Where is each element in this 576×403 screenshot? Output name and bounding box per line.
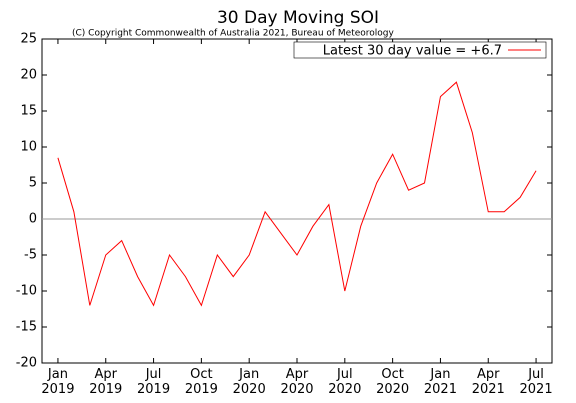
x-tick-label: Jul 2021 bbox=[519, 367, 553, 397]
x-tick-label: Jul 2020 bbox=[328, 367, 362, 397]
x-tick-label: Apr 2019 bbox=[89, 367, 123, 397]
y-tick-label: 20 bbox=[20, 68, 37, 83]
y-tick-label: 0 bbox=[29, 212, 37, 227]
y-tick-label: 15 bbox=[20, 104, 37, 119]
y-tick-label: 10 bbox=[20, 140, 37, 155]
y-tick-label: -5 bbox=[24, 248, 37, 263]
legend-box bbox=[293, 41, 547, 59]
y-tick-label: 5 bbox=[29, 176, 37, 191]
x-tick-label: Apr 2021 bbox=[471, 367, 505, 397]
legend-label: Latest 30 day value = +6.7 bbox=[323, 44, 502, 59]
y-tick-label: 25 bbox=[20, 32, 37, 47]
series-line bbox=[57, 81, 537, 307]
x-tick-label: Jan 2020 bbox=[232, 367, 266, 397]
x-tick-label: Apr 2020 bbox=[280, 367, 314, 397]
y-tick-label: -15 bbox=[16, 320, 37, 335]
x-tick-label: Jan 2019 bbox=[41, 367, 75, 397]
chart-subtitle: (C) Copyright Commonwealth of Australia … bbox=[72, 29, 395, 39]
x-tick-label: Jul 2019 bbox=[137, 367, 171, 397]
y-tick-label: -10 bbox=[16, 284, 37, 299]
x-tick-label: Oct 2019 bbox=[184, 367, 218, 397]
x-tick-label: Jan 2021 bbox=[423, 367, 457, 397]
y-tick-label: -20 bbox=[16, 356, 37, 371]
chart-title: 30 Day Moving SOI bbox=[217, 8, 379, 28]
plot-frame bbox=[41, 38, 553, 364]
x-tick-label: Oct 2020 bbox=[376, 367, 410, 397]
